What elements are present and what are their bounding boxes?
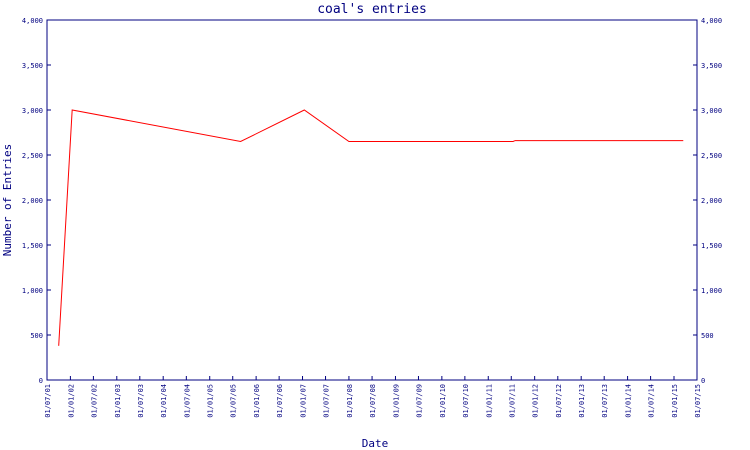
x-tick-label: 01/07/14	[648, 384, 656, 418]
x-tick-label: 01/07/02	[90, 384, 98, 418]
x-tick-label: 01/01/03	[114, 384, 122, 418]
x-tick-label: 01/07/15	[694, 384, 702, 418]
x-tick-label: 01/01/09	[392, 384, 400, 418]
chart-title: coal's entries	[317, 2, 427, 17]
x-tick-label: 01/07/06	[276, 384, 284, 418]
y2-tick-label: 500	[701, 332, 714, 340]
x-tick-label: 01/07/13	[601, 384, 609, 418]
x-tick-label: 01/01/05	[207, 384, 215, 418]
y-tick-label: 4,000	[22, 17, 43, 25]
y-tick-label: 2,500	[22, 152, 43, 160]
y2-tick-label: 0	[701, 377, 705, 385]
plot-frame	[46, 19, 698, 381]
x-tick-label: 01/01/02	[67, 384, 75, 418]
y-tick-label: 2,000	[22, 197, 43, 205]
y2-tick-label: 2,500	[701, 152, 722, 160]
x-tick-label: 01/01/14	[625, 384, 633, 418]
data-line	[58, 109, 684, 346]
y2-tick-label: 4,000	[701, 17, 722, 25]
x-tick-label: 01/01/04	[160, 384, 168, 418]
y-tick-label: 1,000	[22, 287, 43, 295]
x-tick-label: 01/01/11	[485, 384, 493, 418]
x-tick-label: 01/07/05	[230, 384, 238, 418]
x-tick-label: 01/01/08	[346, 384, 354, 418]
y-tick-label: 3,500	[22, 62, 43, 70]
x-tick-label: 01/07/09	[415, 384, 423, 418]
x-tick-label: 01/01/12	[532, 384, 540, 418]
x-tick-label: 01/07/07	[323, 384, 331, 418]
x-tick-label: 01/01/15	[671, 384, 679, 418]
x-tick-label: 01/07/08	[369, 384, 377, 418]
y-tick-label: 3,000	[22, 107, 43, 115]
y-axis-label: Number of Entries	[1, 144, 14, 257]
x-tick-label: 01/07/12	[555, 384, 563, 418]
x-tick-label: 01/01/10	[439, 384, 447, 418]
x-tick-label: 01/01/07	[300, 384, 308, 418]
x-tick-label: 01/07/01	[44, 384, 52, 418]
y2-tick-label: 2,000	[701, 197, 722, 205]
y2-tick-label: 3,000	[701, 107, 722, 115]
x-axis-label: Date	[362, 437, 389, 450]
x-tick-label: 01/07/11	[508, 384, 516, 418]
y2-tick-label: 1,000	[701, 287, 722, 295]
y-tick-label: 1,500	[22, 242, 43, 250]
x-tick-label: 01/07/10	[462, 384, 470, 418]
x-tick-label: 01/07/04	[183, 384, 191, 418]
y2-tick-label: 3,500	[701, 62, 722, 70]
y2-tick-label: 1,500	[701, 242, 722, 250]
y-tick-label: 500	[30, 332, 43, 340]
x-tick-label: 01/07/03	[137, 384, 145, 418]
x-tick-label: 01/01/06	[253, 384, 261, 418]
y-tick-label: 0	[39, 377, 43, 385]
x-tick-label: 01/01/13	[578, 384, 586, 418]
